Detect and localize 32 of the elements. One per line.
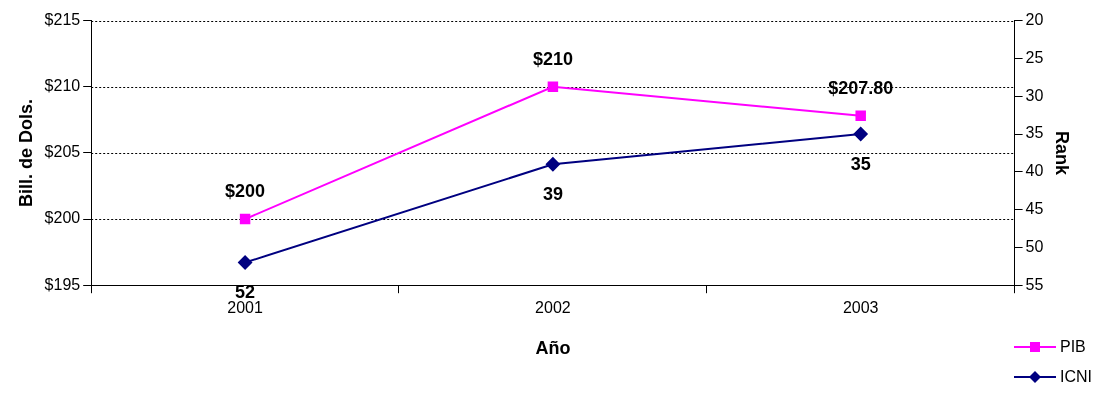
y-axis-title: Bill. de Dols. <box>15 98 36 207</box>
y2-tick-label: 20 <box>1025 11 1044 29</box>
y2-tick-label: 25 <box>1025 48 1044 66</box>
y-tick-label: $205 <box>44 143 81 161</box>
legend-label: ICNI <box>1060 368 1092 386</box>
data-label: $210 <box>532 48 573 69</box>
legend-label: PIB <box>1060 338 1086 356</box>
data-label: 35 <box>850 153 871 174</box>
x-tick-label: 2002 <box>535 299 571 317</box>
data-label: $200 <box>225 181 266 202</box>
point <box>547 81 559 92</box>
y2-axis-title: Rank <box>1052 130 1073 176</box>
data-label: 39 <box>542 184 563 205</box>
point <box>239 213 251 225</box>
y-tick-label: $200 <box>44 209 81 227</box>
y2-tick-label: 55 <box>1025 275 1044 293</box>
point <box>238 255 253 270</box>
x-tick-label: 2003 <box>842 299 879 317</box>
y-tick-label: $215 <box>44 11 81 29</box>
data-label: $207.80 <box>828 77 894 98</box>
point <box>545 157 560 172</box>
y-tick-label: $195 <box>44 275 81 293</box>
y-tick-label: $210 <box>44 77 81 95</box>
point <box>853 127 868 141</box>
y2-tick-label: 30 <box>1025 86 1044 104</box>
x-axis-title: Año <box>535 338 571 359</box>
x-tick-label: 2001 <box>227 299 263 317</box>
y2-tick-label: 50 <box>1025 237 1044 255</box>
y2-tick-label: 45 <box>1025 200 1044 218</box>
point <box>855 110 866 122</box>
y2-tick-label: 35 <box>1025 124 1044 142</box>
y2-tick-label: 40 <box>1025 162 1044 180</box>
